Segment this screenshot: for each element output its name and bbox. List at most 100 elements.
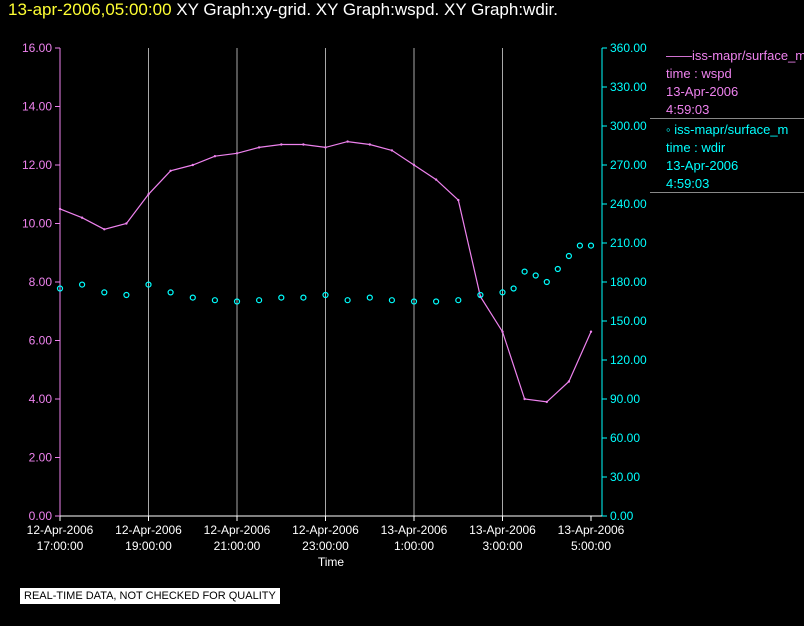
wdir-data-point — [587, 242, 595, 249]
header-timestamp: 13-apr-2006,05:00:00 — [8, 0, 172, 19]
legend-entry-header: ——iss-mapr/surface_m — [666, 48, 804, 63]
legend-entry-header: ◦ iss-mapr/surface_m — [666, 122, 788, 137]
y-left-tick-label: 6.00 — [29, 334, 53, 348]
y-left-tick-label: 14.00 — [22, 100, 52, 114]
y-right-tick-label: 60.00 — [610, 431, 640, 445]
wspd-data-point — [58, 207, 62, 211]
wspd-data-point — [324, 146, 327, 149]
x-tick-label-time: 23:00:00 — [302, 539, 349, 553]
y-left-tick-label: 10.00 — [22, 217, 52, 231]
legend-series-source: iss-mapr/surface_m — [674, 122, 789, 137]
y-right-tick-label: 0.00 — [610, 509, 634, 523]
y-right-tick-label: 180.00 — [610, 275, 647, 289]
x-tick-label-time: 1:00:00 — [394, 539, 434, 553]
wdir-data-point — [433, 298, 440, 305]
wspd-data-point — [103, 228, 106, 231]
y-right-tick-label: 90.00 — [610, 392, 640, 406]
x-tick-label-date: 12-Apr-2006 — [115, 523, 182, 537]
y-right-tick-label: 30.00 — [610, 470, 640, 484]
x-tick-label-date: 13-Apr-2006 — [381, 523, 448, 537]
wspd-data-point — [390, 149, 394, 152]
y-left-tick-label: 2.00 — [29, 451, 53, 465]
x-tick-label-time: 3:00:00 — [482, 539, 522, 553]
wdir-data-point — [56, 285, 64, 292]
x-axis-label: Time — [318, 555, 345, 569]
y-right-tick-label: 330.00 — [610, 80, 647, 94]
wdir-data-point — [145, 281, 152, 288]
wspd-data-point — [169, 169, 172, 172]
wdir-data-point — [233, 298, 241, 305]
disclaimer-badge: REAL-TIME DATA, NOT CHECKED FOR QUALITY — [20, 588, 280, 604]
wdir-data-point — [167, 289, 174, 296]
plot-area — [56, 140, 595, 404]
wdir-data-point — [499, 289, 506, 296]
wdir-data-point — [211, 297, 218, 304]
legend-separator — [650, 118, 804, 119]
y-right-tick-label: 270.00 — [610, 158, 647, 172]
wspd-data-point — [567, 380, 571, 383]
wspd-data-point — [235, 152, 239, 155]
legend-entry-text: time : wspd — [666, 66, 732, 81]
y-right-tick-label: 300.00 — [610, 119, 647, 133]
y-right-tick-label: 120.00 — [610, 353, 647, 367]
y-left-tick-label: 4.00 — [29, 392, 53, 406]
legend-entry-text: time : wdir — [666, 140, 726, 155]
grid-lines — [148, 48, 503, 516]
wdir-data-point — [322, 291, 329, 299]
wdir-data-point — [565, 252, 573, 260]
y-right-tick-label: 150.00 — [610, 314, 647, 328]
wdir-data-point — [576, 242, 584, 249]
wspd-data-point — [412, 163, 416, 167]
wdir-data-point — [455, 297, 462, 304]
wdir-data-point — [366, 294, 373, 301]
x-tick-label-date: 12-Apr-2006 — [292, 523, 359, 537]
x-tick-label-date: 12-Apr-2006 — [204, 523, 271, 537]
x-tick-label-time: 17:00:00 — [37, 539, 84, 553]
wspd-data-point — [501, 330, 504, 333]
legend-entry-text: 4:59:03 — [666, 176, 710, 191]
wspd-data-point — [457, 198, 460, 202]
y-left-tick-label: 8.00 — [29, 275, 53, 289]
wdir-data-point — [123, 291, 130, 299]
x-tick-label-time: 19:00:00 — [125, 539, 172, 553]
wspd-data-point — [191, 163, 194, 167]
wdir-data-point — [344, 297, 351, 304]
wdir-data-point — [256, 297, 263, 304]
wdir-data-point — [78, 281, 86, 288]
x-tick-label-date: 13-Apr-2006 — [558, 523, 625, 537]
wdir-data-point — [189, 294, 196, 301]
wdir-data-point — [477, 291, 484, 299]
legend-separator — [650, 192, 804, 193]
legend-entry-text: 13-Apr-2006 — [666, 84, 739, 99]
wspd-data-point — [346, 140, 349, 143]
wdir-data-point — [532, 272, 539, 279]
wspd-data-point — [280, 143, 283, 146]
wdir-data-point — [278, 294, 285, 301]
wspd-data-point — [368, 143, 371, 146]
wspd-data-point — [80, 216, 84, 219]
wspd-data-point — [125, 222, 128, 225]
y-right-tick-label: 210.00 — [610, 236, 647, 250]
x-tick-label-date: 12-Apr-2006 — [27, 523, 94, 537]
x-tick-label-date: 13-Apr-2006 — [469, 523, 536, 537]
header-graph-names: XY Graph:xy-grid. XY Graph:wspd. XY Grap… — [176, 0, 559, 19]
wspd-data-point — [545, 400, 548, 404]
header-title: 13-apr-2006,05:00:00 XY Graph:xy-grid. X… — [8, 0, 558, 20]
wdir-data-point — [388, 297, 395, 304]
wdir-data-point — [101, 289, 108, 296]
legend-circle-symbol: ◦ — [666, 122, 675, 137]
wspd-data-point — [147, 193, 150, 196]
x-tick-label-time: 21:00:00 — [214, 539, 261, 553]
axes: 12-Apr-2006 17:00:00 12-Apr-2006 19:00:00 12… — [22, 41, 647, 553]
wspd-data-point — [589, 330, 593, 333]
wdir-data-point — [554, 265, 561, 273]
wdir-data-point — [410, 298, 418, 305]
wspd-data-point — [257, 146, 261, 149]
legend-series-source: iss-mapr/surface_m — [692, 48, 804, 63]
y-right-tick-label: 240.00 — [610, 197, 647, 211]
y-left-tick-label: 0.00 — [29, 509, 53, 523]
wdir-data-point — [543, 278, 550, 286]
y-left-tick-label: 16.00 — [22, 41, 52, 55]
wspd-data-point — [213, 155, 217, 158]
